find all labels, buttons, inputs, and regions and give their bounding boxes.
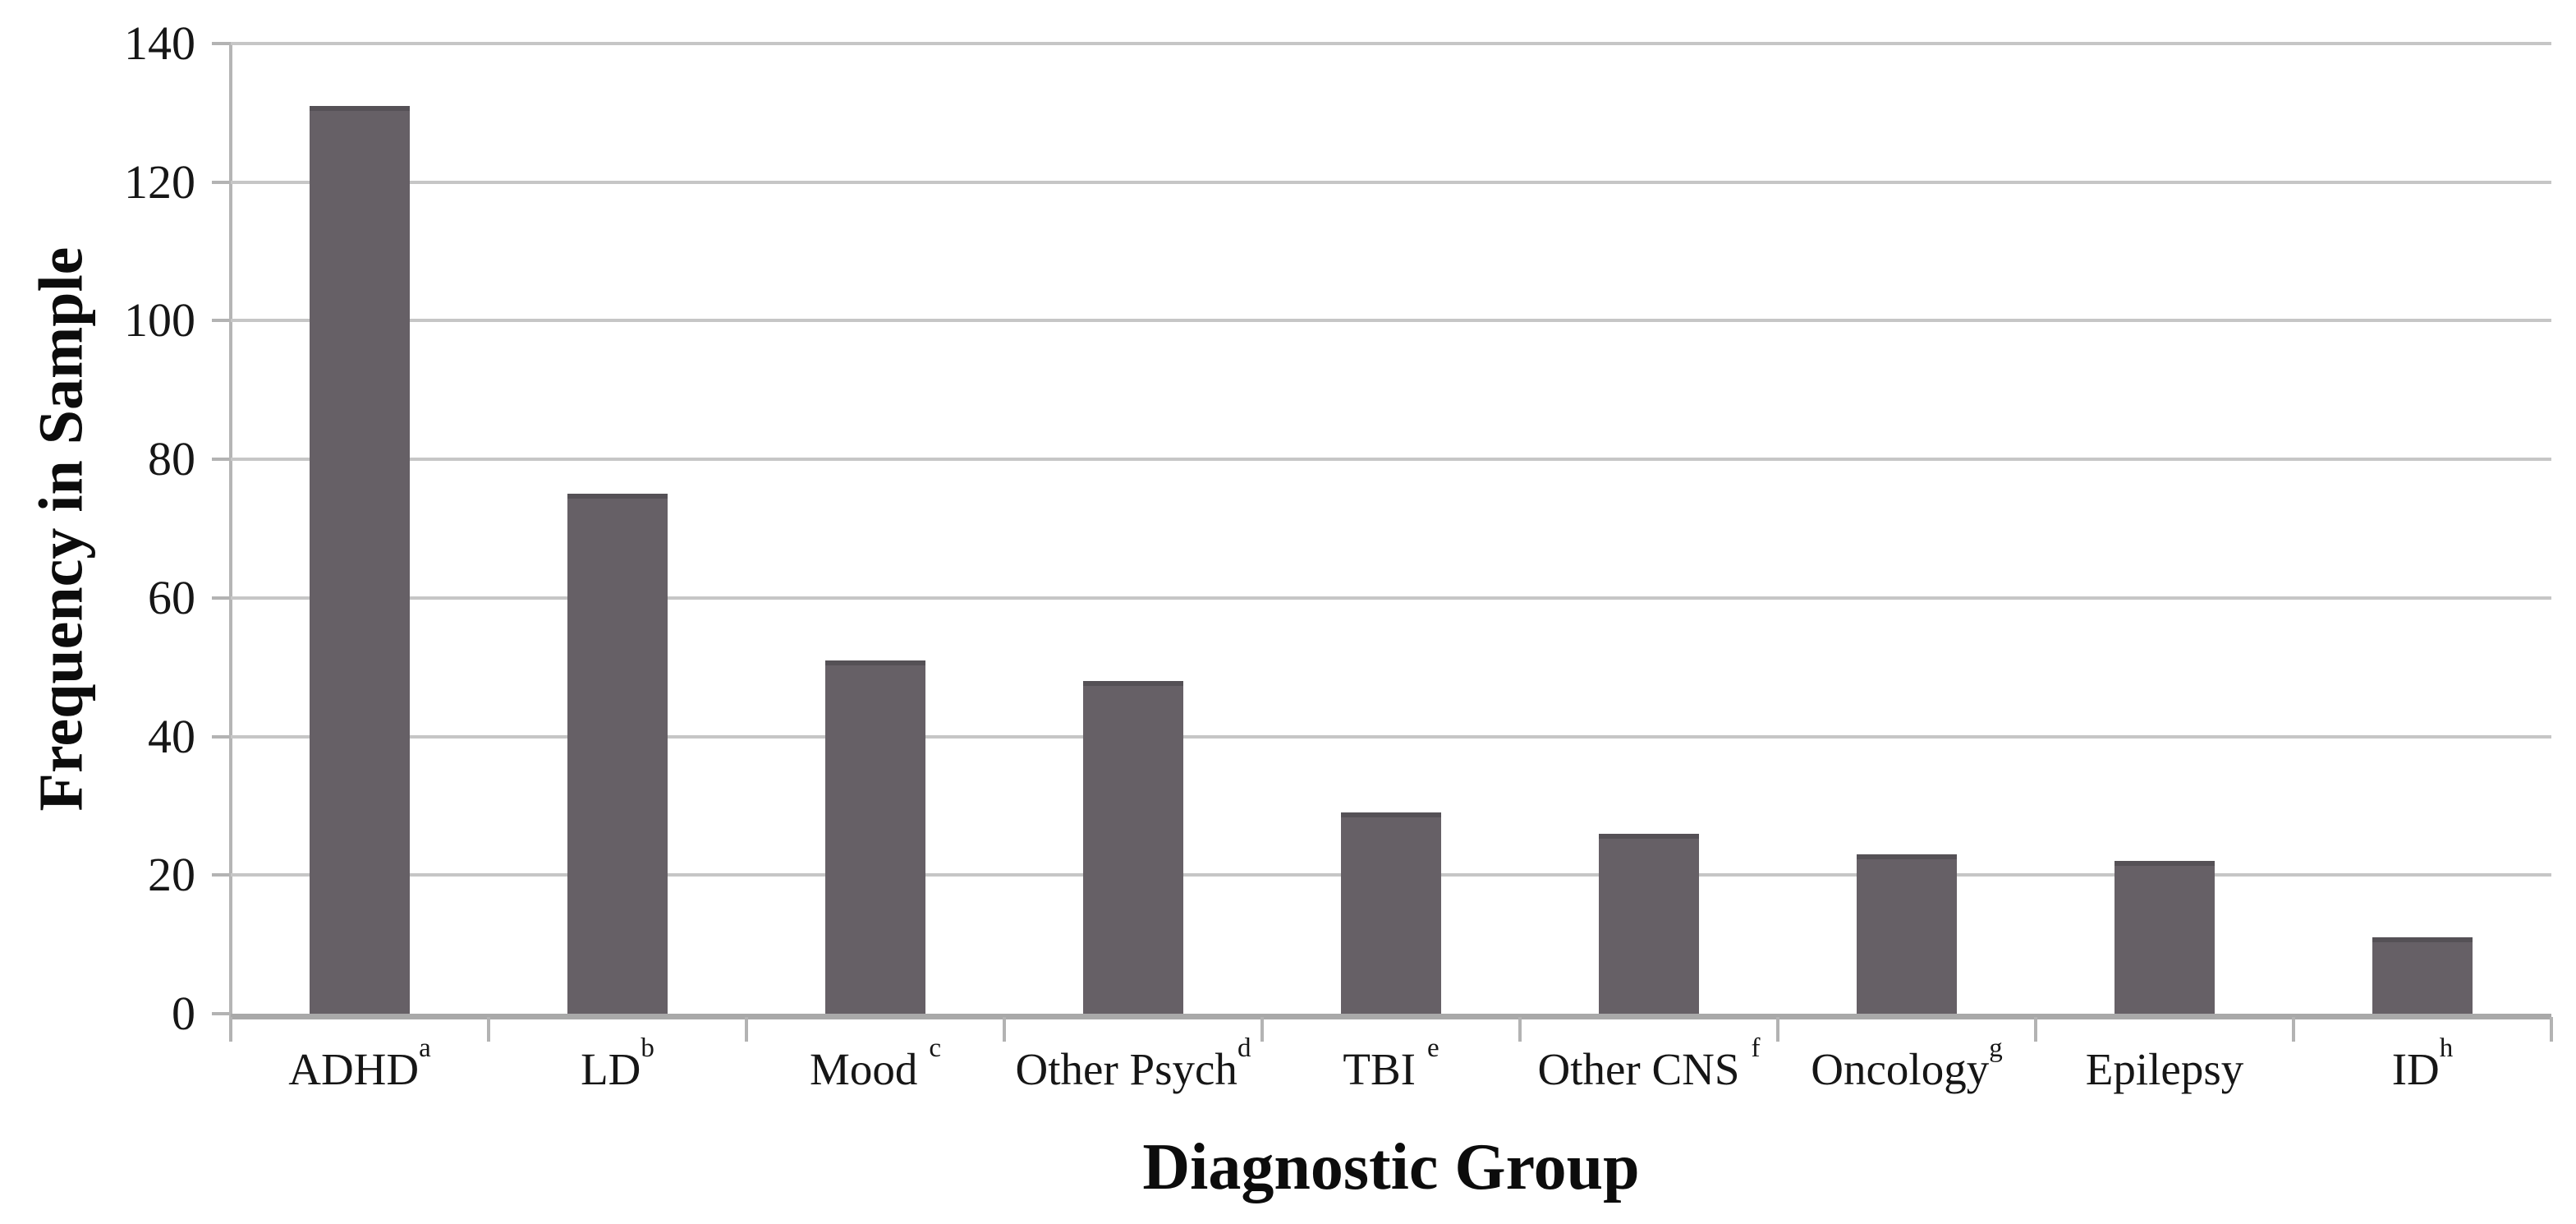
bar-ld [567, 494, 668, 1014]
y-axis-tick-labels: 0 20 40 60 80 100 120 140 [0, 20, 195, 1038]
bar-tbi [1341, 812, 1441, 1014]
gridline-40 [231, 734, 2551, 739]
bar-oncology [1857, 854, 1957, 1014]
y-tickmark-100 [212, 319, 231, 323]
y-tick-label-80: 80 [148, 432, 195, 486]
bar-mood [825, 660, 925, 1014]
category-footnote-marker: g [1989, 1033, 2003, 1063]
category-label-other-cns: Other CNS f [1537, 1033, 1761, 1094]
x-axis-category-labels: ADHDa LDb Mood c Other Psychd TBI e Other CNS f O… [231, 1033, 2551, 1116]
y-tickmark-60 [212, 596, 231, 600]
y-tick-label-120: 120 [124, 154, 195, 209]
category-footnote-marker: c [929, 1033, 941, 1063]
category-footnote-marker: h [2439, 1033, 2454, 1063]
category-label-ld: LDb [581, 1033, 654, 1094]
y-axis-line [229, 44, 232, 1041]
x-tickmark-5 [1518, 1017, 1522, 1042]
category-label-id: IDh [2391, 1033, 2454, 1094]
category-label-tbi: TBI e [1343, 1033, 1440, 1094]
x-axis-title-text: Diagnostic Group [1142, 1131, 1640, 1203]
plot-area [231, 42, 2551, 1014]
bar-adhd [309, 105, 410, 1014]
category-label-oncology: Oncologyg [1811, 1033, 2003, 1094]
category-footnote-marker: b [641, 1033, 654, 1063]
y-tick-label-60: 60 [148, 570, 195, 624]
gridline-80 [231, 458, 2551, 462]
x-axis-tickmarks [229, 1017, 2553, 1042]
category-label-epilepsy: Epilepsy [2085, 1044, 2244, 1094]
y-tick-label-100: 100 [124, 293, 195, 347]
y-tickmark-40 [212, 734, 231, 739]
x-tickmark-8 [2291, 1017, 2295, 1042]
category-footnote-marker: a [419, 1033, 431, 1063]
x-tickmark-7 [2034, 1017, 2037, 1042]
x-axis-line [231, 1014, 2551, 1019]
gridline-100 [231, 319, 2551, 323]
y-tick-label-140: 140 [124, 16, 195, 70]
category-label-adhd: ADHDa [288, 1033, 431, 1094]
gridline-120 [231, 180, 2551, 184]
x-tickmark-3 [1003, 1017, 1006, 1042]
category-label-mood: Mood c [809, 1033, 941, 1094]
category-footnote-marker: f [1751, 1033, 1761, 1063]
category-label-other-psych: Other Psychd [1015, 1033, 1251, 1094]
x-tickmark-1 [486, 1017, 490, 1042]
y-tickmark-80 [212, 458, 231, 462]
x-tickmark-6 [1776, 1017, 1779, 1042]
x-tickmark-2 [744, 1017, 748, 1042]
bar-other-psych [1083, 681, 1183, 1014]
x-tickmark-4 [1260, 1017, 1264, 1042]
y-tickmark-20 [212, 873, 231, 877]
y-tick-label-40: 40 [148, 709, 195, 763]
bar-id [2372, 937, 2473, 1014]
bar-epilepsy [2115, 861, 2215, 1014]
x-tickmark-0 [229, 1017, 232, 1042]
gridline-140 [231, 42, 2551, 45]
y-axis-tickmarks [212, 42, 231, 1015]
x-tickmark-9 [2550, 1017, 2553, 1042]
y-tickmark-120 [212, 180, 231, 184]
bar-other-cns [1599, 833, 1699, 1014]
y-tick-label-0: 0 [172, 987, 195, 1040]
y-tickmark-140 [212, 42, 231, 45]
y-tickmark-0 [212, 1012, 231, 1015]
category-footnote-marker: e [1426, 1033, 1440, 1063]
x-axis-title: Diagnostic Group [231, 1122, 2551, 1212]
gridline-60 [231, 596, 2551, 600]
y-tick-label-20: 20 [148, 848, 195, 902]
category-footnote-marker: d [1237, 1033, 1251, 1063]
